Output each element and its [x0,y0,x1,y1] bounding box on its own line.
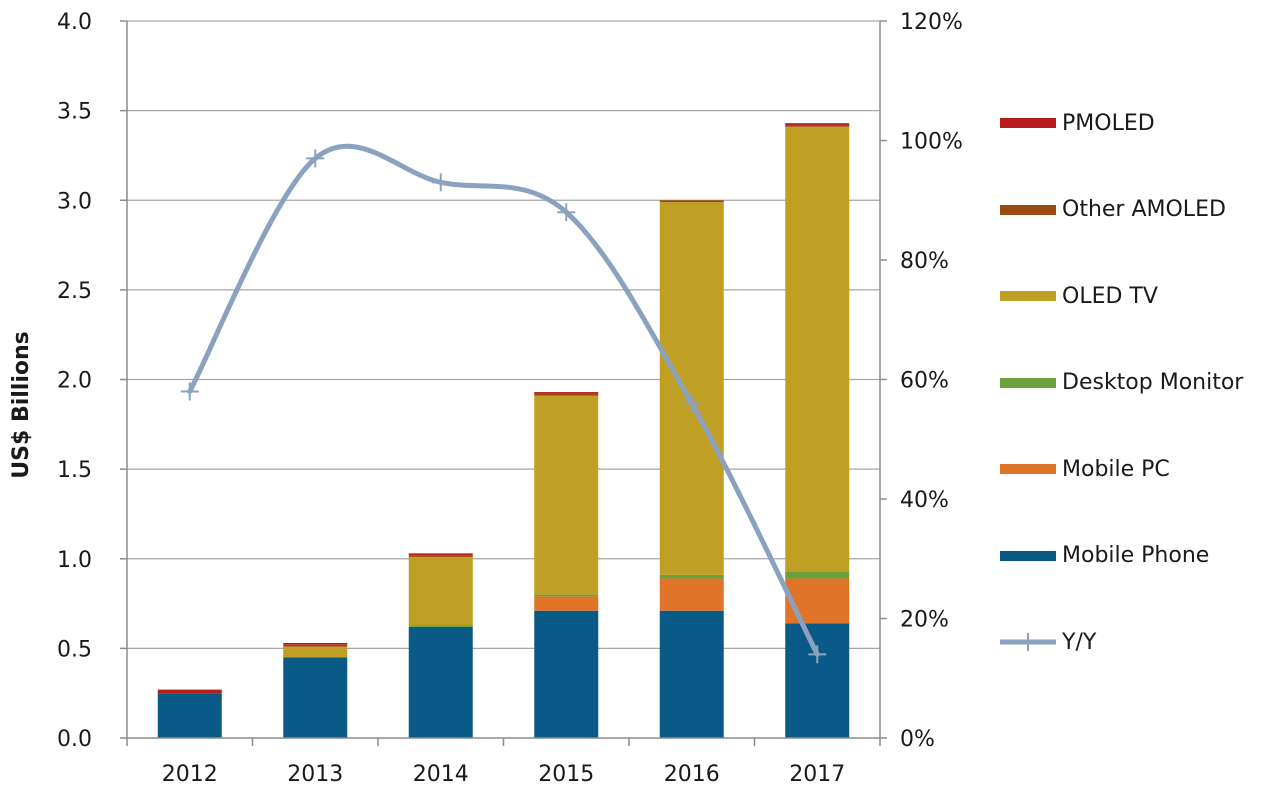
y-tick-label: 3.0 [57,189,92,214]
right-axis-ticks: 0% 20% 40% 60% 80% 100% 120% [900,10,963,752]
legend-item-yoy: Y/Y [1000,627,1096,657]
bar-other-amoled-2014 [408,555,473,557]
bar-mobile-phone-2017 [785,623,850,738]
legend-item-desktop-monitor: Desktop Monitor [1000,368,1243,398]
x-tick-label: 2015 [538,762,594,787]
bar-oled-tv-2017 [785,126,850,572]
y2-tick-label: 20% [900,608,949,633]
legend-item-other-amoled: Other AMOLED [1000,195,1226,225]
legend-label: Other AMOLED [1062,197,1226,222]
bar-mobile-pc-2016 [659,578,724,611]
gridlines [127,20,880,649]
y2-tick-label: 120% [900,10,963,35]
bar-desktop-monitor-2016 [659,574,724,579]
bar-oled-tv-2015 [534,395,599,595]
bar-other-amoled-2016 [659,200,724,203]
bar-oled-tv-2016 [659,202,724,575]
legend-swatch [1000,377,1056,388]
bar-pmoled-2012 [157,689,222,694]
bar-mobile-phone-2014 [408,626,473,738]
y-tick-label: 1.0 [57,548,92,573]
legend-item-mobile-pc: Mobile PC [1000,454,1170,484]
yoy-point [180,382,199,401]
x-tick-label: 2012 [162,762,218,787]
bar-mobile-pc-2015 [534,596,599,611]
legend-line-swatch [1000,633,1056,651]
bar-mobile-phone-2015 [534,610,599,738]
x-tick-label: 2014 [413,762,469,787]
legend-item-mobile-phone: Mobile Phone [1000,541,1209,571]
legend-label: OLED TV [1062,283,1158,309]
bar-pmoled-2015 [534,392,599,394]
bar-other-amoled-2013 [283,644,348,647]
bar-mobile-pc-2017 [785,578,850,624]
y2-tick-label: 0% [900,727,935,752]
bar-oled-tv-2013 [283,646,348,658]
y-tick-label: 1.5 [57,458,92,483]
y2-tick-label: 100% [900,130,963,155]
legend-label: Desktop Monitor [1062,370,1244,395]
legend-item-oled-tv: OLED TV [1000,281,1158,311]
bar-pmoled-2014 [408,553,473,556]
yoy-point [682,394,701,413]
yoy-line-path [187,143,820,657]
legend-swatch [1000,291,1056,301]
x-tick-label: 2016 [664,762,720,787]
bar-pmoled-2017 [785,123,850,125]
y2-tick-label: 80% [900,249,949,274]
y-tick-label: 0.0 [57,727,92,752]
x-axis-ticks: 2012 2013 2014 2015 2016 2017 [162,762,846,787]
y-tick-label: 3.5 [57,100,92,125]
y-tick-label: 4.0 [57,10,92,35]
legend-label: PMOLED [1062,110,1155,136]
bar-mobile-phone-2013 [283,657,348,738]
yoy-point [431,173,450,192]
bar-pmoled-2013 [283,642,348,645]
bar-mobile-phone-2012 [157,693,222,738]
y-axis-label: US$ Billions [9,331,34,478]
yoy-point [306,149,325,168]
legend-label: Mobile PC [1062,456,1170,482]
bar-desktop-monitor-2014 [408,625,473,627]
x-tick-label: 2013 [287,762,343,787]
x-tick-label: 2017 [789,762,845,787]
yoy-point [808,645,827,664]
y-tick-label: 2.5 [57,279,92,304]
legend-swatch [1000,464,1056,474]
legend-label: Y/Y [1062,629,1097,655]
bar-other-amoled-2017 [785,124,850,127]
legend-item-pmoled: PMOLED [1000,108,1155,138]
y-tick-label: 0.5 [57,637,92,662]
yoy-line [180,143,827,664]
left-axis-ticks: 0.0 0.5 1.0 1.5 2.0 2.5 3.0 3.5 4.0 [57,10,92,752]
legend-swatch [1000,118,1056,128]
y2-tick-label: 40% [900,488,949,513]
legend-swatch [1000,204,1056,215]
bars [157,123,850,738]
bar-oled-tv-2014 [408,556,473,626]
yoy-point [557,203,576,222]
legend-swatch [1000,550,1056,561]
bar-desktop-monitor-2017 [785,571,850,579]
bar-mobile-phone-2016 [659,610,724,738]
bar-other-amoled-2015 [534,393,599,396]
axes [120,20,887,746]
legend-label: Mobile Phone [1062,543,1210,568]
y2-tick-label: 60% [900,369,949,394]
y-tick-label: 2.0 [57,369,92,394]
bar-desktop-monitor-2015 [534,594,599,597]
